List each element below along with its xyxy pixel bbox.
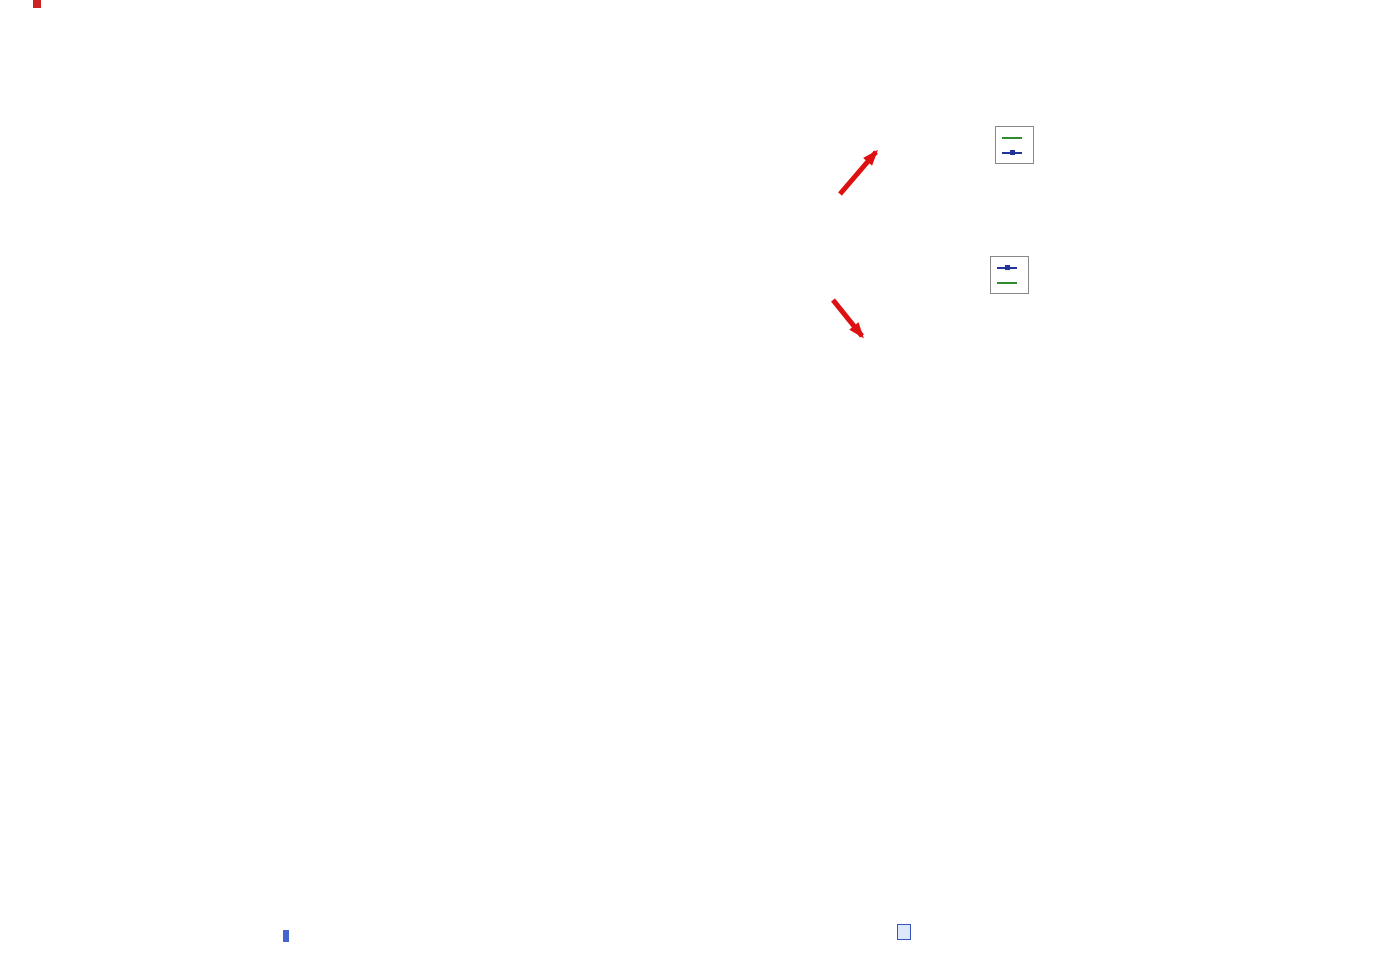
adx-line-sample — [997, 281, 1017, 284]
atr-legend — [990, 256, 1029, 294]
bottom-event-marker-2 — [897, 924, 911, 940]
minus-di-line-sample — [1002, 149, 1022, 155]
plus-di-line-sample — [1002, 136, 1022, 139]
dmi-legend — [995, 126, 1034, 164]
legend-fragment — [33, 0, 41, 8]
dmi-legend-minus-di — [1002, 145, 1027, 160]
dmi-legend-plus-di — [1002, 130, 1027, 145]
main-price-chart-svg — [0, 0, 895, 490]
bottom-event-marker-1 — [283, 930, 289, 942]
atr-line-sample — [997, 264, 1017, 270]
atr-legend-adx — [997, 275, 1022, 290]
atr-legend-atr — [997, 260, 1022, 275]
daily-candlestick-chart-svg — [40, 496, 1360, 970]
dmi-atr-panel-svg — [930, 0, 1280, 345]
